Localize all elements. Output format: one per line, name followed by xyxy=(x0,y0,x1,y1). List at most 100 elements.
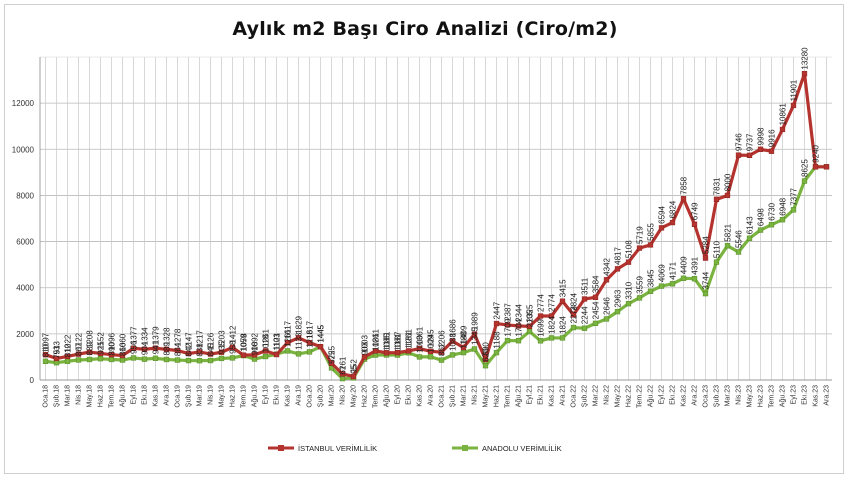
x-tick-label: Kas.23 xyxy=(813,385,820,407)
data-label-anadolu: 6143 xyxy=(746,216,755,234)
point-istanbul xyxy=(493,320,500,327)
point-istanbul xyxy=(86,349,93,355)
x-tick-label: Ara.23 xyxy=(824,385,831,406)
x-tick-label: Ağu.18 xyxy=(120,385,127,407)
point-anadolu xyxy=(75,357,82,363)
x-tick-label: Tem.20 xyxy=(373,385,380,408)
data-label-anadolu: 5546 xyxy=(735,230,744,248)
point-anadolu xyxy=(779,217,786,223)
point-istanbul xyxy=(273,351,280,358)
x-tick-label: Ağu.20 xyxy=(384,385,391,407)
point-istanbul xyxy=(108,352,115,358)
x-tick-label: Haz.20 xyxy=(362,385,369,407)
data-label-istanbul: 1203 xyxy=(218,330,227,348)
data-label-anadolu: 1261 xyxy=(284,329,293,347)
x-tick-label: Haz.18 xyxy=(98,385,105,407)
data-label-istanbul: 1686 xyxy=(449,319,458,337)
point-istanbul xyxy=(460,344,467,351)
point-anadolu xyxy=(669,281,676,287)
x-tick-label: Şub.21 xyxy=(450,385,457,407)
data-label-anadolu: 2963 xyxy=(614,289,623,307)
data-label-istanbul: 5284 xyxy=(702,236,711,254)
data-label-istanbul: 2325 xyxy=(526,304,535,322)
point-anadolu xyxy=(801,178,808,184)
x-tick-label: Ekı.19 xyxy=(274,385,281,405)
x-tick-label: Haz.22 xyxy=(626,385,633,407)
point-anadolu xyxy=(493,349,500,356)
point-anadolu xyxy=(515,338,522,344)
x-tick-label: Oca.21 xyxy=(439,385,446,408)
point-anadolu xyxy=(691,276,698,282)
data-label-istanbul: 6594 xyxy=(658,206,667,224)
point-anadolu xyxy=(504,337,511,344)
data-label-anadolu: 7377 xyxy=(790,187,799,205)
legend-marker-istanbul xyxy=(278,445,284,451)
point-istanbul xyxy=(592,294,599,300)
point-istanbul xyxy=(262,348,269,354)
data-label-anadolu: 3559 xyxy=(636,276,645,294)
data-label-istanbul: 2344 xyxy=(515,304,524,322)
point-istanbul xyxy=(581,296,588,302)
point-istanbul xyxy=(317,344,324,350)
point-istanbul xyxy=(416,345,423,352)
point-anadolu xyxy=(460,349,467,356)
point-istanbul xyxy=(691,221,698,227)
point-istanbul xyxy=(636,245,643,251)
point-anadolu xyxy=(449,352,456,358)
x-tick-label: Nis.22 xyxy=(604,385,611,405)
point-istanbul xyxy=(229,344,236,351)
data-label-istanbul: 5855 xyxy=(647,223,656,241)
x-tick-label: Şub.20 xyxy=(318,385,325,407)
data-label-istanbul: 1096 xyxy=(108,332,117,350)
x-tick-label: Tem.18 xyxy=(109,385,116,408)
data-label-anadolu: 889 xyxy=(86,342,95,356)
data-label-anadolu: 1000 xyxy=(416,335,425,353)
x-tick-label: Ekı.18 xyxy=(142,385,149,405)
point-istanbul xyxy=(141,346,148,352)
point-istanbul xyxy=(735,152,742,158)
data-label-istanbul: 3584 xyxy=(592,275,601,293)
x-tick-label: Oca.19 xyxy=(175,385,182,408)
data-label-istanbul: 2387 xyxy=(504,303,513,321)
data-label-istanbul: 1261 xyxy=(405,329,414,347)
point-anadolu xyxy=(680,275,687,281)
point-anadolu xyxy=(746,235,753,241)
data-label-istanbul: 1078 xyxy=(240,333,249,351)
data-label-istanbul: 2774 xyxy=(548,294,557,312)
point-anadolu xyxy=(229,355,236,361)
data-label-anadolu: 1699 xyxy=(537,318,546,336)
point-istanbul xyxy=(361,354,368,360)
point-istanbul xyxy=(548,313,555,319)
legend-label-istanbul: İSTANBUL VERİMLİLİK xyxy=(298,444,377,453)
data-label-anadolu: 1345 xyxy=(471,327,480,345)
point-anadolu xyxy=(196,358,203,364)
data-label-anadolu: 3744 xyxy=(702,271,711,289)
x-tick-label: Nis.20 xyxy=(340,385,347,405)
data-label-istanbul: 1103 xyxy=(273,333,282,351)
point-anadolu xyxy=(207,357,214,364)
data-label-istanbul: 1261 xyxy=(262,329,271,347)
point-istanbul xyxy=(427,348,434,354)
point-istanbul xyxy=(394,349,401,356)
point-anadolu xyxy=(603,316,610,322)
data-label-anadolu: 2105 xyxy=(526,309,535,327)
x-tick-label: Ağu.23 xyxy=(780,385,787,407)
data-label-istanbul: 2774 xyxy=(537,294,546,312)
point-istanbul xyxy=(350,373,357,380)
data-label-istanbul: 13280 xyxy=(801,47,810,70)
data-label-istanbul: 10861 xyxy=(779,103,788,126)
point-istanbul xyxy=(196,349,203,355)
data-label-anadolu: 8625 xyxy=(801,159,810,177)
data-label-anadolu: 3845 xyxy=(647,269,656,287)
data-label-anadolu: 6730 xyxy=(768,202,777,220)
point-istanbul xyxy=(207,351,214,357)
data-label-istanbul: 1361 xyxy=(416,326,425,344)
point-istanbul xyxy=(306,340,313,346)
y-tick-label: 0 xyxy=(30,376,35,385)
x-tick-label: Mar.23 xyxy=(725,385,732,407)
data-label-istanbul: 9916 xyxy=(768,129,777,147)
point-istanbul xyxy=(625,259,632,265)
point-istanbul xyxy=(383,350,390,356)
x-tick-label: Kas.18 xyxy=(153,385,160,407)
